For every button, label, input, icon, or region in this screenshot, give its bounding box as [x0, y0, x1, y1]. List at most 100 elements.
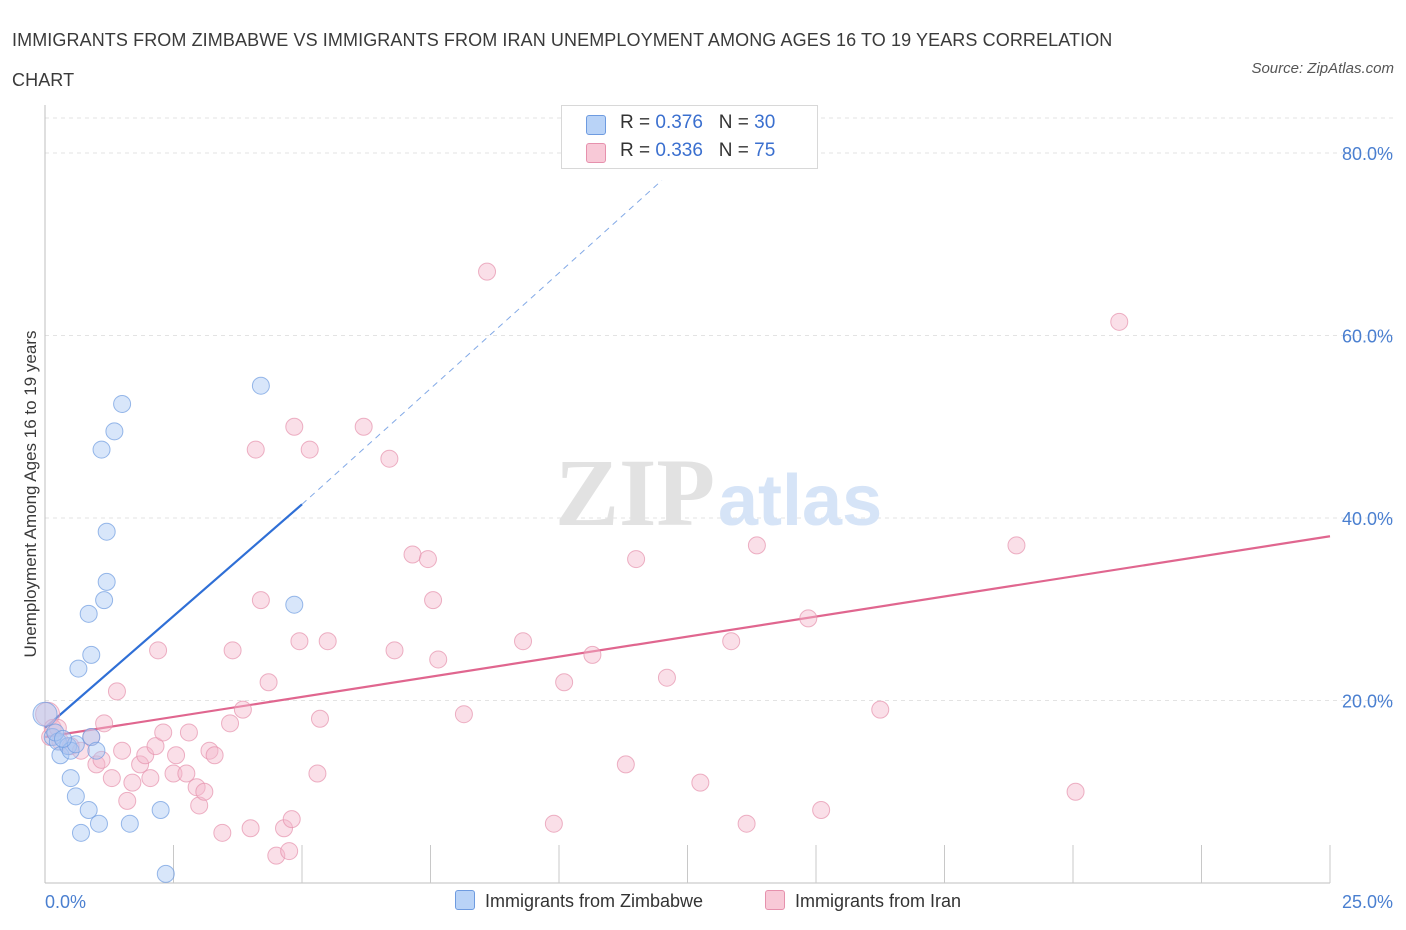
- point-iran: [275, 819, 294, 838]
- point-iran: [1110, 312, 1129, 331]
- point-iran: [141, 769, 160, 788]
- axes: [44, 105, 1331, 884]
- point-iran: [380, 449, 399, 468]
- point-iran: [691, 773, 710, 792]
- point-iran: [123, 773, 142, 792]
- point-iran: [167, 746, 186, 765]
- point-zimbabwe: [92, 440, 111, 459]
- point-iran: [555, 673, 574, 692]
- point-iran: [544, 814, 563, 833]
- point-iran: [259, 673, 278, 692]
- trend-extension-zimbabwe: [301, 180, 663, 505]
- point-iran: [136, 746, 155, 765]
- point-zimbabwe: [285, 595, 304, 614]
- point-iran: [871, 700, 890, 719]
- point-iran: [812, 801, 831, 819]
- point-iran: [190, 796, 209, 815]
- point-zimbabwe: [46, 723, 65, 742]
- legend-r-value: 0.336: [655, 140, 703, 161]
- point-iran: [233, 700, 252, 719]
- legend-n-value: 30: [754, 112, 776, 133]
- data-points: [32, 262, 1129, 883]
- point-iran: [616, 755, 635, 774]
- y-tick-label: 20.0%: [1342, 692, 1393, 712]
- stats-legend: R = 0.376 N = 30 R = 0.336 N = 75: [561, 105, 818, 169]
- chart-title: IMMIGRANTS FROM ZIMBABWE VS IMMIGRANTS F…: [12, 30, 1113, 90]
- point-iran: [164, 764, 183, 783]
- point-zimbabwe: [151, 801, 170, 819]
- point-zimbabwe: [95, 591, 114, 610]
- point-iran: [514, 632, 533, 651]
- point-zimbabwe: [113, 394, 132, 413]
- point-iran: [246, 440, 265, 459]
- point-iran: [149, 641, 168, 660]
- point-iran: [737, 814, 756, 833]
- point-iran: [478, 262, 497, 281]
- point-iran: [213, 823, 232, 842]
- point-zimbabwe: [32, 701, 58, 727]
- point-zimbabwe: [105, 422, 124, 441]
- point-iran: [1007, 536, 1026, 555]
- point-iran: [310, 709, 329, 728]
- legend-swatch-zimbabwe: [586, 115, 606, 135]
- point-zimbabwe: [120, 814, 139, 833]
- bottom-legend-iran[interactable]: Immigrants from Iran: [765, 890, 961, 912]
- point-zimbabwe: [87, 741, 106, 760]
- zipatlas-watermark: ZIP atlas: [555, 439, 882, 546]
- point-iran: [195, 782, 214, 801]
- point-iran: [92, 750, 111, 769]
- point-iran: [107, 682, 126, 701]
- point-iran: [1066, 782, 1085, 801]
- point-iran: [221, 714, 240, 733]
- legend-n-value: 75: [754, 140, 776, 161]
- point-iran: [424, 591, 443, 610]
- point-zimbabwe: [251, 376, 270, 395]
- legend-r-value: 0.376: [655, 112, 703, 133]
- point-iran: [454, 705, 473, 724]
- x-tick-label-min: 0.0%: [45, 892, 86, 912]
- legend-swatch-zimbabwe: [455, 890, 475, 910]
- point-iran: [627, 550, 646, 569]
- point-iran: [429, 650, 448, 669]
- point-iran: [418, 550, 437, 569]
- point-iran: [385, 641, 404, 660]
- point-iran: [308, 764, 327, 783]
- point-iran: [285, 417, 304, 436]
- point-iran: [290, 632, 309, 651]
- point-zimbabwe: [89, 814, 108, 833]
- trend-lines: [44, 180, 1331, 739]
- y-tick-label: 40.0%: [1342, 509, 1393, 529]
- point-zimbabwe: [97, 522, 116, 541]
- point-iran: [154, 723, 173, 742]
- legend-label-iran: Immigrants from Iran: [795, 891, 962, 911]
- point-iran: [177, 764, 196, 783]
- point-iran: [354, 417, 373, 436]
- trend-line-iran: [44, 535, 1331, 739]
- bottom-legend-zimbabwe[interactable]: Immigrants from Zimbabwe: [455, 890, 703, 912]
- point-iran: [223, 641, 242, 660]
- point-iran: [251, 591, 270, 610]
- point-zimbabwe: [79, 801, 98, 819]
- point-iran: [280, 842, 299, 861]
- tick-labels: 20.0% 40.0% 60.0% 80.0% 0.0% 25.0%: [45, 144, 1393, 912]
- point-zimbabwe: [82, 728, 101, 746]
- y-tick-label: 60.0%: [1342, 327, 1393, 347]
- point-iran: [799, 609, 818, 628]
- point-iran: [657, 668, 676, 687]
- legend-r-label: R =: [620, 140, 656, 161]
- trend-line-zimbabwe: [44, 503, 303, 729]
- point-iran: [118, 791, 137, 810]
- point-iran: [95, 714, 114, 733]
- point-iran: [282, 810, 301, 829]
- legend-swatch-iran: [586, 143, 606, 163]
- point-iran: [205, 746, 224, 765]
- svg-text:ZIP: ZIP: [555, 439, 715, 546]
- point-iran: [747, 536, 766, 555]
- point-zimbabwe: [82, 645, 101, 664]
- point-iran: [113, 741, 132, 760]
- source-note: Source: ZipAtlas.com: [1251, 60, 1394, 77]
- y-tick-label: 80.0%: [1342, 144, 1393, 164]
- svg-text:atlas: atlas: [718, 461, 882, 541]
- x-tick-label-max: 25.0%: [1342, 892, 1393, 912]
- point-iran: [131, 755, 150, 774]
